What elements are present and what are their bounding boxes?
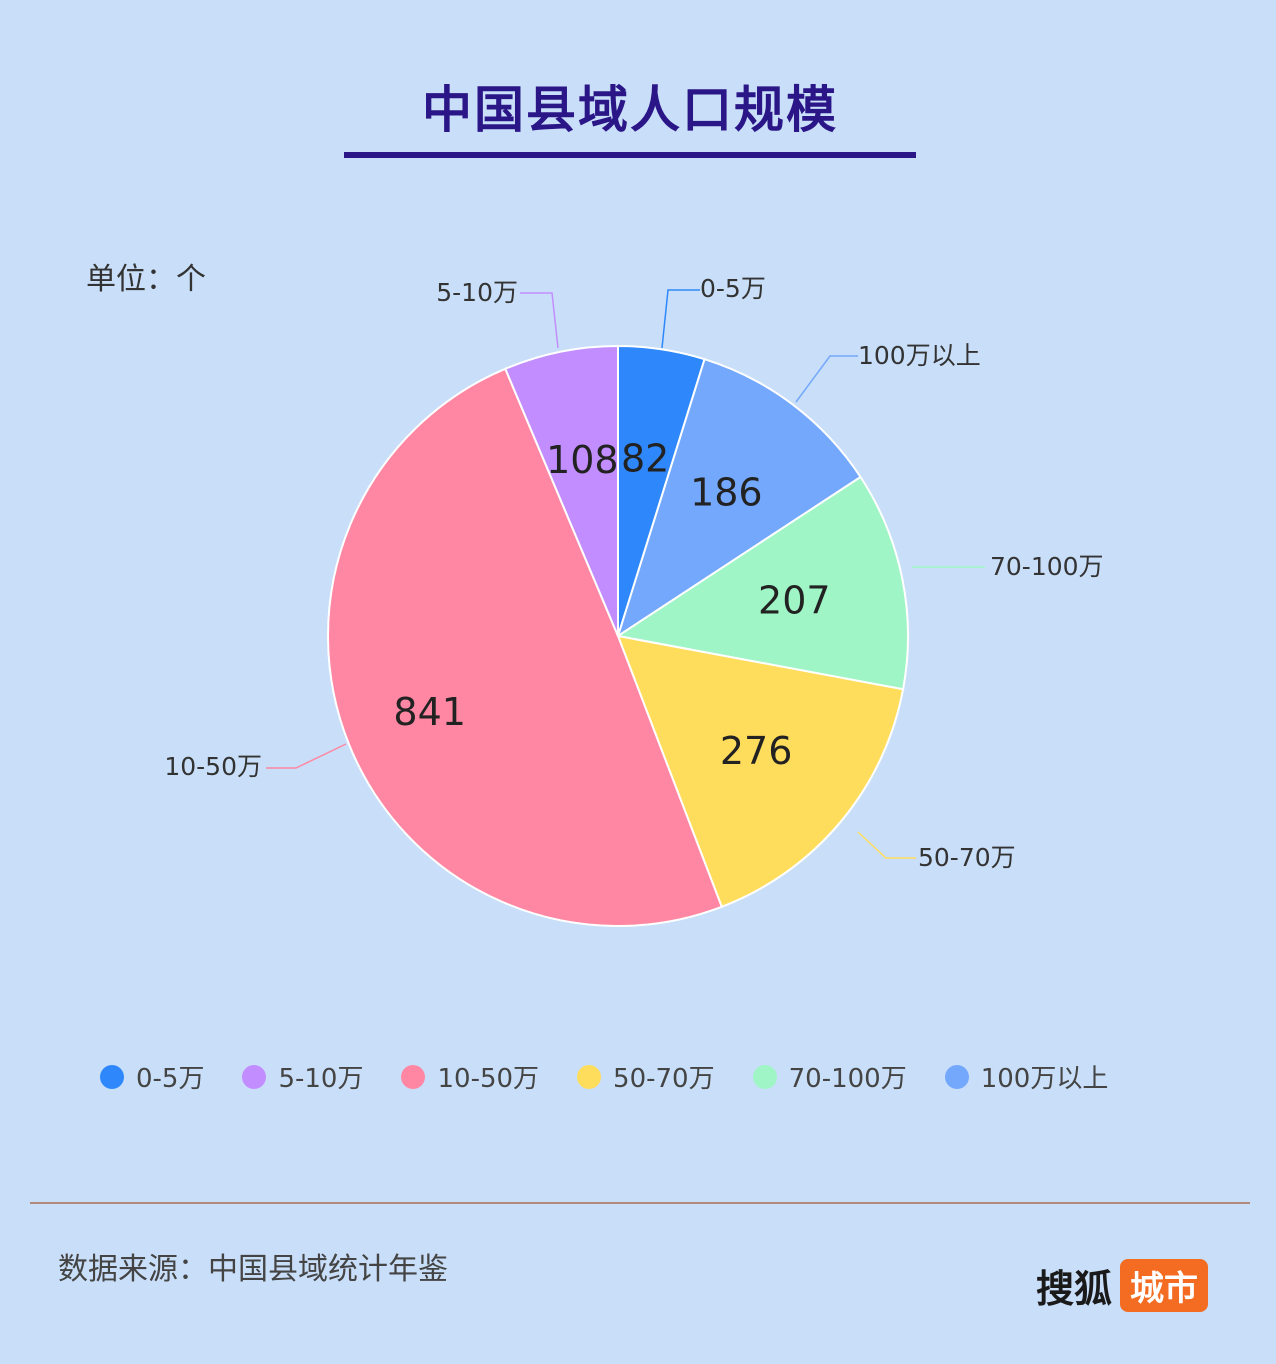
legend-item: 100万以上 (944, 1058, 1109, 1095)
legend-swatch (752, 1064, 777, 1089)
leader-line (795, 355, 858, 403)
legend-swatch (242, 1064, 267, 1089)
legend-item: 5-10万 (242, 1058, 363, 1095)
chart-title: 中国县域人口规模 (422, 81, 838, 139)
pie-slice (327, 367, 724, 927)
logo-badge: 城市 (1120, 1259, 1209, 1312)
legend-label: 5-10万 (278, 1064, 364, 1094)
pie-slice (616, 634, 905, 909)
legend-item: 70-100万 (752, 1058, 907, 1095)
leader-line (857, 831, 916, 859)
legend-label: 70-100万 (788, 1064, 907, 1094)
pie-slice (616, 357, 862, 639)
legend-item: 0-5万 (100, 1058, 204, 1095)
slice-value-label: 207 (758, 579, 831, 623)
legend-label: 10-50万 (437, 1064, 540, 1094)
slice-category-label: 0-5万 (700, 274, 766, 303)
legend-item: 10-50万 (401, 1058, 539, 1095)
unit-label: 单位：个 (86, 262, 206, 297)
slice-value-label: 276 (720, 729, 793, 773)
legend-label: 100万以上 (980, 1064, 1109, 1094)
title-underline (344, 152, 916, 158)
leader-line (520, 292, 559, 349)
slice-value-label: 841 (393, 690, 466, 734)
logo-text: 搜狐 (1036, 1267, 1113, 1311)
sohu-city-logo: 搜狐 城市 (1036, 1258, 1209, 1313)
pie-slice (503, 344, 619, 637)
data-source: 数据来源：中国县域统计年鉴 (58, 1252, 448, 1287)
pie-slice (615, 475, 909, 691)
legend-swatch (944, 1064, 969, 1089)
slice-category-label: 5-10万 (436, 278, 518, 307)
chart-legend: 0-5万 5-10万 10-50万 50-70万 70-100万 100万以上 (100, 1058, 1146, 1095)
slice-category-label: 100万以上 (858, 341, 981, 370)
slice-value-label: 108 (546, 438, 619, 482)
leader-line (661, 289, 700, 349)
slice-value-label: 186 (690, 471, 763, 515)
footer-divider (30, 1202, 1250, 1204)
slice-category-label: 50-70万 (918, 843, 1016, 872)
legend-swatch (401, 1064, 426, 1089)
slice-value-label: 82 (621, 436, 669, 480)
legend-swatch (577, 1064, 602, 1089)
slice-category-label: 10-50万 (164, 752, 262, 781)
legend-label: 0-5万 (136, 1064, 205, 1094)
legend-label: 50-70万 (613, 1064, 715, 1094)
slice-category-label: 70-100万 (990, 552, 1104, 581)
legend-swatch (100, 1064, 124, 1089)
legend-item: 50-70万 (577, 1058, 715, 1095)
leader-line (266, 743, 347, 769)
